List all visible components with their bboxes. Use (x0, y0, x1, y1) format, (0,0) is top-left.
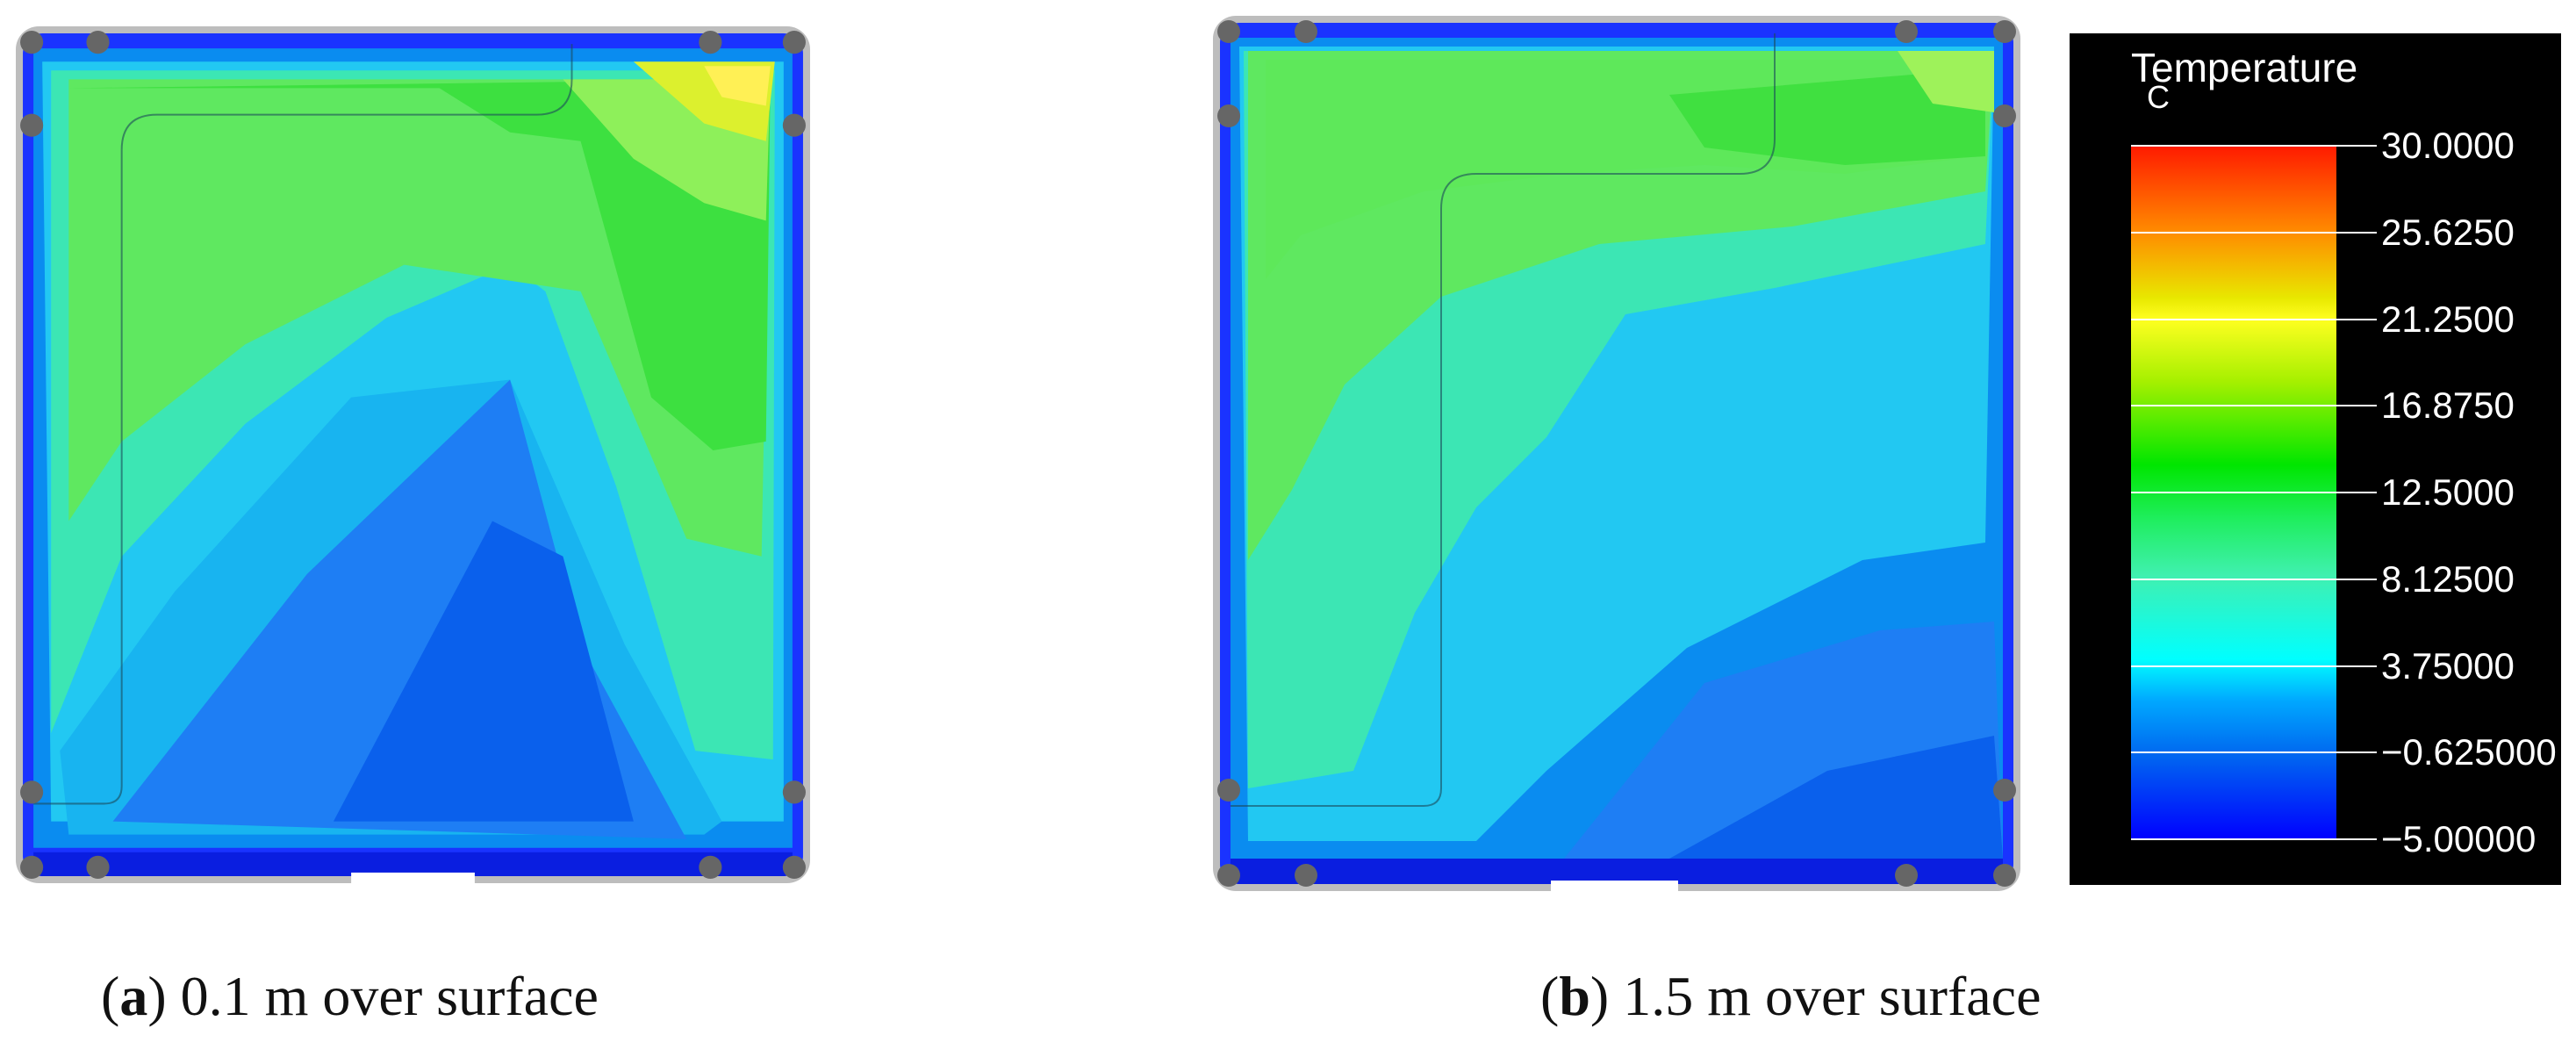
legend-unit: C (2147, 79, 2170, 115)
legend-tick-label: 12.5000 (2381, 471, 2515, 513)
caption-text-a: 0.1 m over surface (166, 965, 599, 1027)
temperature-legend: Temperature C 30.0000 25.6250 21.2500 16.87… (2070, 33, 2561, 885)
legend-tick-label: −0.625000 (2381, 731, 2557, 773)
legend-tick-line (2131, 405, 2377, 407)
legend-tick-label: 8.12500 (2381, 557, 2515, 600)
caption-text-b: 1.5 m over surface (1609, 965, 2041, 1027)
contour-plot-b (1213, 16, 2020, 891)
boundary-nodes-b (1217, 20, 2016, 887)
legend-tick-line (2131, 838, 2377, 840)
legend-tick-line (2131, 231, 2377, 234)
legend-tick-label: 16.8750 (2381, 385, 2515, 427)
temperature-field-a (16, 26, 810, 883)
legend-tick-label: 25.6250 (2381, 211, 2515, 253)
legend-title: Temperature (2131, 45, 2358, 90)
legend-tick-label: 3.75000 (2381, 644, 2515, 687)
legend-tick-line (2131, 145, 2377, 147)
caption-b: (b) 1.5 m over surface (1540, 965, 2041, 1027)
legend-tick-line (2131, 578, 2377, 580)
caption-letter-a: a (119, 965, 148, 1027)
legend-tick-line (2131, 492, 2377, 493)
legend-tick-line (2131, 318, 2377, 320)
contour-plot-a (16, 26, 810, 883)
temperature-field-b (1213, 16, 2020, 891)
boundary-nodes-a (20, 31, 806, 879)
legend-tick-line (2131, 665, 2377, 667)
legend-tick-label: 21.2500 (2381, 298, 2515, 340)
legend-tick-label: 30.0000 (2381, 125, 2515, 166)
legend-tick-line (2131, 751, 2377, 754)
caption-a: (a) 0.1 m over surface (101, 965, 599, 1027)
caption-letter-b: b (1559, 965, 1590, 1027)
legend-tick-label: −5.00000 (2381, 818, 2537, 859)
